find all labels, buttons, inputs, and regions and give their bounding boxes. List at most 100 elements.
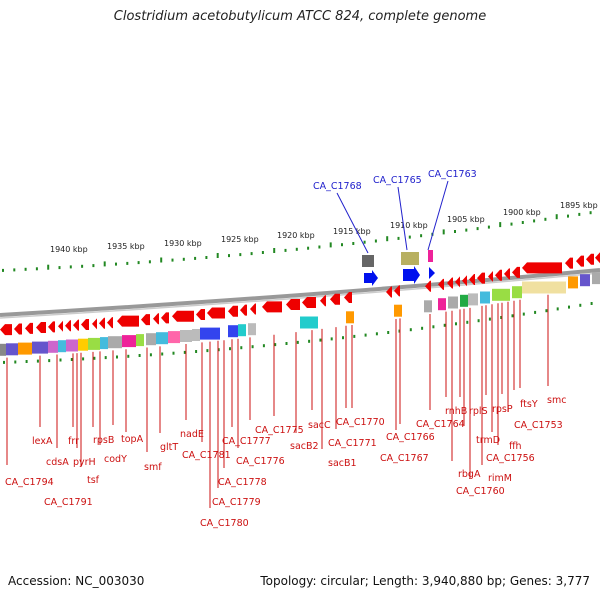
- gene-label[interactable]: CA_C1771: [328, 438, 377, 449]
- gene-label[interactable]: CA_C1766: [386, 432, 435, 443]
- inner-tick: [342, 336, 344, 340]
- gene-label[interactable]: CA_C1764: [416, 419, 465, 430]
- outer-tick: [329, 242, 332, 248]
- outer-tick: [47, 264, 50, 270]
- gene-label[interactable]: rimM: [488, 473, 512, 484]
- feature-block: [228, 325, 238, 338]
- gene-label[interactable]: CA_C1779: [212, 497, 261, 508]
- feature-block: [438, 298, 446, 311]
- scale-label: 1940 kbp: [50, 245, 88, 254]
- gene-label[interactable]: CA_C1760: [456, 486, 505, 497]
- gene-label[interactable]: CA_C1794: [5, 477, 54, 488]
- gene-label[interactable]: CA_C1776: [236, 456, 285, 467]
- gene-label[interactable]: CA_C1756: [486, 453, 535, 464]
- gene-arrow: [495, 269, 502, 281]
- highlight-arrow[interactable]: [429, 267, 435, 279]
- highlight-feature[interactable]: [428, 250, 433, 262]
- scale-label: 1930 kbp: [164, 239, 202, 248]
- gene-arrow: [447, 277, 453, 289]
- highlight-label[interactable]: CA_C1768: [313, 181, 362, 192]
- inner-tick: [375, 332, 378, 336]
- outer-tick: [578, 212, 581, 216]
- scale-label: 1925 kbp: [221, 235, 259, 244]
- gene-label[interactable]: CA_C1777: [222, 436, 271, 447]
- gene-label[interactable]: CA_C1770: [336, 417, 385, 428]
- inner-tick: [93, 356, 96, 360]
- scale-labels: 1940 kbp 1935 kbp 1930 kbp 1925 kbp 1920…: [50, 201, 598, 254]
- outer-tick: [397, 236, 400, 240]
- gene-label[interactable]: smf: [144, 462, 162, 473]
- inner-tick: [500, 316, 503, 319]
- outer-tick: [273, 248, 276, 253]
- gene-label[interactable]: sacB2: [290, 441, 319, 452]
- inner-tick: [127, 354, 130, 358]
- gene-label[interactable]: rpsB: [93, 435, 114, 446]
- outer-tick: [374, 239, 377, 243]
- gene-label[interactable]: CA_C1781: [182, 450, 231, 461]
- gene-label[interactable]: frr: [68, 436, 79, 447]
- gene-arrow: [320, 295, 326, 307]
- outer-tick: [261, 251, 264, 254]
- gene-label[interactable]: sacC: [308, 420, 331, 431]
- gene-label[interactable]: gltT: [160, 442, 178, 453]
- feature-block: [424, 300, 432, 313]
- gene-label[interactable]: trmD: [476, 435, 500, 446]
- highlight-arrow[interactable]: [403, 266, 420, 284]
- feature-block: [468, 293, 478, 306]
- inner-tick: [138, 354, 141, 357]
- gene-arrow: [99, 317, 105, 329]
- gene-label[interactable]: CA_C1767: [380, 453, 429, 464]
- outer-tick: [81, 264, 84, 268]
- gene-label[interactable]: pyrH: [73, 457, 96, 468]
- outer-tick: [58, 266, 61, 270]
- scale-label: 1900 kbp: [503, 208, 541, 217]
- gene-label[interactable]: rbgA: [458, 469, 481, 480]
- gene-label[interactable]: rpsP: [492, 404, 513, 415]
- highlight-feature[interactable]: [362, 255, 374, 267]
- outer-tick: [137, 261, 140, 265]
- highlight-feature[interactable]: [401, 252, 419, 265]
- gene-label[interactable]: nadE: [180, 429, 204, 440]
- outer-tick: [510, 222, 513, 226]
- gene-label[interactable]: cdsA: [46, 457, 69, 468]
- gene-arrow: [48, 321, 55, 333]
- feature-block: [0, 343, 6, 356]
- gene-label[interactable]: CA_C1780: [200, 518, 249, 529]
- feature-block: [6, 343, 18, 356]
- scale-label: 1910 kbp: [390, 221, 428, 230]
- gene-label[interactable]: CA_C1791: [44, 497, 93, 508]
- inner-tick: [70, 358, 73, 361]
- outer-tick: [2, 268, 4, 272]
- gene-label[interactable]: CA_C1778: [218, 477, 267, 488]
- feature-block: [580, 274, 590, 287]
- highlight-label[interactable]: CA_C1765: [373, 175, 422, 186]
- feature-block: [122, 335, 136, 348]
- gene-arrow: [0, 324, 12, 336]
- highlight-label[interactable]: CA_C1763: [428, 169, 477, 180]
- gene-label[interactable]: ftsY: [520, 399, 538, 410]
- highlight-arrow[interactable]: [364, 270, 378, 286]
- gene-label[interactable]: codY: [104, 454, 127, 465]
- feature-block: [156, 332, 168, 345]
- gene-arrow: [250, 303, 256, 315]
- gene-label[interactable]: sacB1: [328, 458, 357, 469]
- gene-arrow: [504, 268, 510, 280]
- gene-label[interactable]: rplS: [469, 406, 488, 417]
- gene-arrow: [522, 262, 562, 274]
- inner-tick: [534, 310, 537, 314]
- gene-label[interactable]: rnhB: [445, 406, 467, 417]
- gene-label[interactable]: smc: [547, 395, 566, 406]
- gene-label[interactable]: lexA: [32, 436, 53, 447]
- feature-block: [180, 330, 192, 342]
- inner-tick: [274, 343, 277, 347]
- gene-label[interactable]: CA_C1753: [514, 420, 563, 431]
- feature-block: [512, 286, 522, 299]
- gene-arrow: [477, 272, 485, 284]
- gene-label[interactable]: CA_C1775: [255, 425, 304, 436]
- gene-label[interactable]: ffh: [509, 441, 522, 452]
- outer-tick: [341, 243, 343, 247]
- gene-label[interactable]: tsf: [87, 475, 100, 486]
- scale-label: 1920 kbp: [277, 231, 315, 240]
- gene-label[interactable]: topA: [121, 434, 144, 445]
